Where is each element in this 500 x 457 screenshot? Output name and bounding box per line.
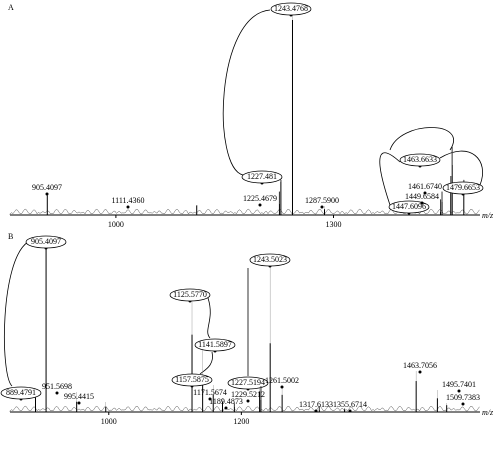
peak-label: 1225.4679 <box>243 194 277 203</box>
peak-dot <box>224 406 228 410</box>
arrow <box>199 351 213 375</box>
peak-label: 1509.7383 <box>446 393 480 402</box>
x-tick-label: 1000 <box>108 220 124 229</box>
peak-label: 1111.4360 <box>111 196 144 205</box>
peak-label: 1479.6653 <box>446 183 480 192</box>
peak-label: 1355.6714 <box>333 400 367 409</box>
panel-label: B <box>8 232 13 241</box>
peak-label: 1243.5023 <box>253 255 287 264</box>
peak-label: 1463.7056 <box>403 361 437 370</box>
peak-label: 1227.5194 <box>231 378 265 387</box>
peak-label: 1261.5002 <box>265 376 299 385</box>
peak-label: 905.4097 <box>31 237 61 246</box>
peak-label: 1171.5674 <box>193 388 227 397</box>
peak-dot <box>280 385 284 389</box>
peak-dot <box>461 402 465 406</box>
peak-dot <box>314 409 318 413</box>
peak-label: 1243.4768 <box>274 4 308 13</box>
peak-dot <box>320 205 324 209</box>
peak-label: 1229.5212 <box>231 390 265 399</box>
arrow <box>207 297 211 339</box>
arrows <box>3 9 483 387</box>
peak-label: 1495.7401 <box>442 380 476 389</box>
peak-label: 1157.5875 <box>175 375 209 384</box>
label-circle <box>442 181 484 195</box>
peak-label: 1317.6133 <box>299 400 333 409</box>
peak-label: 1287.5900 <box>305 196 339 205</box>
x-tick-label: 1000 <box>101 417 117 426</box>
label-circle <box>171 373 213 387</box>
label-circle <box>241 170 283 184</box>
x-axis-label: m/z <box>482 211 494 220</box>
label-circle <box>399 153 441 167</box>
panel-label: A <box>8 3 14 12</box>
arrow <box>3 241 29 387</box>
peak-dot <box>258 203 262 207</box>
peak-label: 889.4791 <box>6 388 36 397</box>
peak-label: 1447.6096 <box>392 202 426 211</box>
arrow <box>439 150 483 186</box>
peak-dot <box>45 192 49 196</box>
label-circle <box>249 253 291 267</box>
noise <box>9 405 480 412</box>
arrow <box>379 152 401 206</box>
peak-dot <box>208 397 212 401</box>
label-circle <box>194 338 236 352</box>
arrow <box>389 127 454 151</box>
label-circle <box>169 288 211 302</box>
label-circle <box>25 235 67 249</box>
peak-dot <box>246 399 250 403</box>
peak-dot <box>348 409 352 413</box>
arrow <box>222 9 271 176</box>
peak-label: 1463.6633 <box>403 155 437 164</box>
label-circle <box>0 386 42 400</box>
peak-label: 1189.4873 <box>209 397 243 406</box>
peak-dot <box>55 391 59 395</box>
peak-label: 1449.6584 <box>405 192 439 201</box>
peak-dot <box>418 370 422 374</box>
peak-label: 995.4415 <box>64 392 94 401</box>
peak-label: 1461.6740 <box>408 182 442 191</box>
label-circle <box>388 200 430 214</box>
label-circle <box>227 376 269 390</box>
peak-dot <box>126 205 130 209</box>
x-tick-label: 1200 <box>233 417 249 426</box>
peak-dot <box>457 389 461 393</box>
x-axis-label: m/z <box>482 408 494 417</box>
peak-label: 951.5698 <box>42 382 72 391</box>
peak-dot <box>420 201 424 205</box>
peak-dot <box>423 191 427 195</box>
label-circle <box>270 2 312 16</box>
peak-label: 1227.481 <box>247 172 277 181</box>
peak-label: 1125.5770 <box>173 290 207 299</box>
peak-label: 1141.5897 <box>198 340 232 349</box>
x-tick-label: 1300 <box>325 220 341 229</box>
peak-label: 905.4097 <box>32 183 62 192</box>
peak-dot <box>77 401 81 405</box>
